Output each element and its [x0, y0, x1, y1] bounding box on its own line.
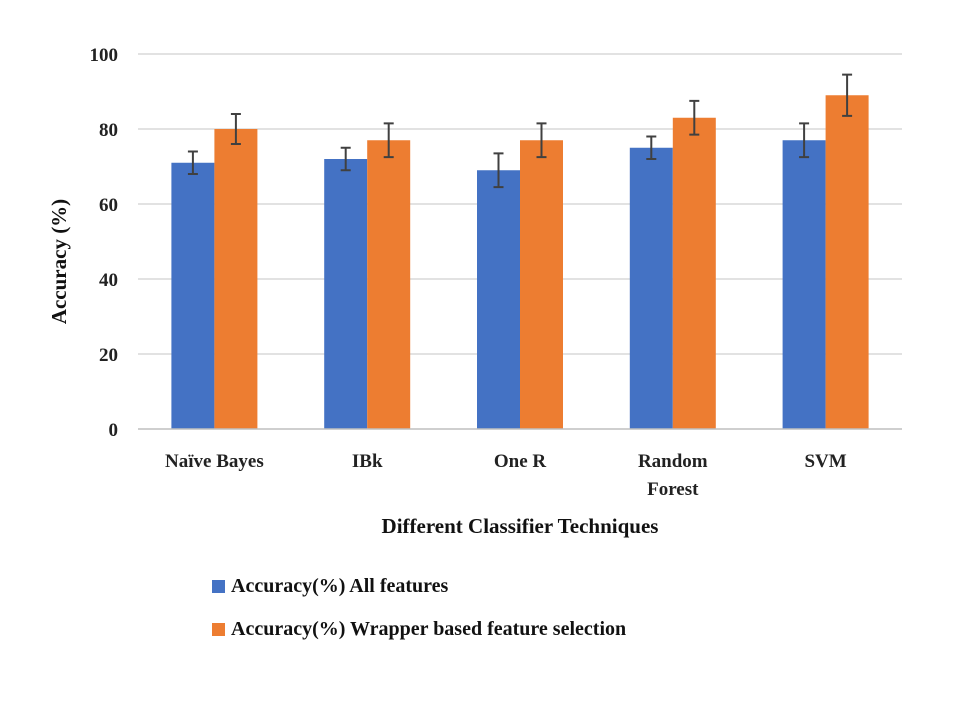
y-tick-label: 0: [109, 420, 119, 441]
y-tick-label: 60: [99, 195, 118, 216]
error-bar: [383, 122, 394, 159]
y-tick-label: 80: [99, 120, 118, 141]
legend: Accuracy(%) All features Accuracy(%) Wrap…: [212, 575, 626, 640]
bar: [171, 162, 215, 429]
bar: [477, 170, 520, 429]
legend-swatch: [212, 623, 225, 636]
bar: [672, 117, 716, 429]
error-bar: [536, 122, 547, 159]
x-tick-label: One R: [494, 451, 547, 472]
error-bar: [646, 135, 657, 160]
legend-label: Accuracy(%) All features: [231, 575, 449, 597]
bar: [629, 147, 673, 429]
y-axis-title: Accuracy (%): [47, 199, 71, 324]
y-tick-label: 100: [90, 45, 119, 66]
bar: [324, 159, 368, 429]
x-axis-title: Different Classifier Techniques: [382, 514, 659, 538]
y-tick-labels: 0 20 40 60 80 100: [90, 45, 119, 441]
y-tick-label: 40: [99, 270, 118, 291]
legend-label: Accuracy(%) Wrapper based feature select…: [231, 618, 626, 640]
x-tick-label: IBk: [352, 451, 383, 472]
legend-item: Accuracy(%) Wrapper based feature select…: [212, 618, 626, 640]
bar: [367, 140, 411, 429]
bar: [520, 140, 563, 429]
error-bar: [689, 99, 700, 136]
error-bar: [187, 150, 198, 175]
error-bar: [230, 113, 241, 145]
error-bar: [340, 146, 351, 172]
legend-swatch: [212, 580, 225, 593]
y-tick-label: 20: [99, 345, 118, 366]
bar: [214, 129, 258, 429]
x-tick-labels: Naïve Bayes IBk One R Random Forest SVM: [165, 451, 847, 500]
error-bar: [842, 73, 853, 117]
x-tick-label: SVM: [804, 451, 846, 472]
error-bars: [187, 73, 853, 189]
legend-item: Accuracy(%) All features: [212, 575, 449, 597]
bars: [171, 95, 869, 429]
bar: [825, 95, 869, 429]
error-bar: [799, 122, 810, 159]
x-tick-label: Random Forest: [638, 451, 708, 500]
error-bar: [493, 152, 504, 189]
bar: [782, 140, 826, 429]
x-tick-label: Naïve Bayes: [165, 451, 264, 472]
